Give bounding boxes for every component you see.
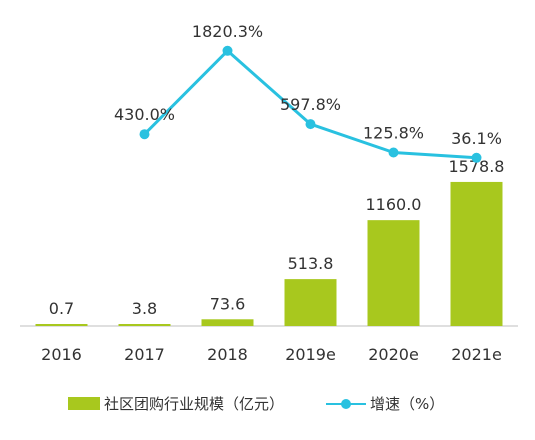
bar-value-label-2020e: 1160.0 [366, 195, 422, 214]
growth-value-label-2019e: 597.8% [280, 95, 341, 114]
bar-2016 [35, 324, 88, 326]
bar-2019e [284, 279, 337, 326]
bar-value-label-2018: 73.6 [210, 294, 246, 313]
growth-value-label-2020e: 125.8% [363, 124, 424, 143]
growth-value-labels: 430.0% 1820.3% 597.8% 125.8% 36.1% [114, 22, 502, 148]
growth-line-series [139, 45, 482, 163]
x-tick-label-2018: 2018 [207, 345, 248, 364]
legend-item-scale: 社区团购行业规模（亿元） [68, 393, 284, 414]
growth-point-2020e [388, 147, 399, 158]
x-tick-labels: 2016 2017 2018 2019e 2020e 2021e [41, 345, 502, 364]
legend-item-growth: 增速（%） [326, 393, 444, 414]
growth-point-2019e [305, 119, 316, 130]
growth-point-2017 [139, 129, 150, 140]
x-tick-label-2020e: 2020e [368, 345, 419, 364]
growth-point-2018 [222, 45, 233, 56]
bar-value-label-2016: 0.7 [49, 299, 74, 318]
x-tick-label-2021e: 2021e [451, 345, 502, 364]
growth-value-label-2017: 430.0% [114, 105, 175, 124]
bar-2020e [367, 220, 420, 326]
legend-bar-swatch [68, 396, 100, 410]
x-tick-label-2019e: 2019e [285, 345, 336, 364]
bar-2018 [201, 319, 254, 326]
legend-line-swatch [326, 397, 367, 410]
bar-2017 [118, 324, 171, 326]
legend: 社区团购行业规模（亿元） 增速（%） [68, 392, 444, 414]
bar-2021e [450, 181, 503, 326]
bar-value-labels: 0.7 3.8 73.6 513.8 1160.0 1578.8 [49, 157, 505, 318]
bar-value-label-2021e: 1578.8 [449, 157, 505, 176]
legend-label-scale: 社区团购行业规模（亿元） [104, 394, 285, 413]
growth-value-label-2021e: 36.1% [451, 129, 502, 148]
x-tick-label-2016: 2016 [41, 345, 82, 364]
bar-series [35, 181, 503, 326]
growth-value-label-2018: 1820.3% [192, 22, 263, 41]
legend-label-growth: 增速（%） [370, 394, 445, 413]
x-tick-label-2017: 2017 [124, 345, 165, 364]
bar-value-label-2019e: 513.8 [288, 254, 334, 273]
bar-value-label-2017: 3.8 [132, 299, 157, 318]
growth-point-2021e [471, 152, 482, 163]
